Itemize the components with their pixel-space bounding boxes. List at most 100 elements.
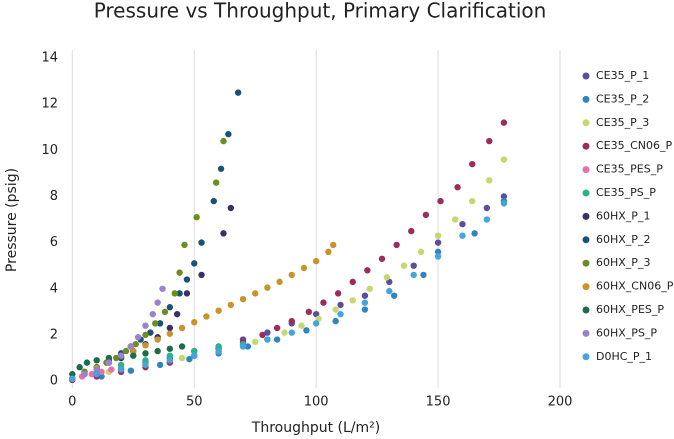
legend-label: CE35_PES_P <box>596 163 663 176</box>
point <box>117 366 125 373</box>
point <box>276 278 283 286</box>
legend-marker <box>582 212 590 220</box>
point <box>408 227 415 235</box>
point <box>469 160 476 168</box>
point <box>434 239 442 246</box>
x-tick-label: 150 <box>426 395 451 410</box>
point <box>434 248 442 256</box>
legend-label: CE35_P_3 <box>596 116 649 129</box>
point <box>483 204 491 212</box>
point <box>337 301 344 309</box>
point <box>76 364 83 371</box>
legend-label: 60HX_P_1 <box>596 209 650 222</box>
legend-marker <box>582 142 590 150</box>
point <box>361 306 369 313</box>
point <box>183 276 191 283</box>
legend-marker <box>582 119 590 127</box>
point <box>215 307 222 314</box>
point <box>154 336 161 343</box>
point <box>117 352 125 359</box>
point <box>191 319 198 326</box>
point <box>191 260 198 267</box>
point <box>132 340 139 348</box>
point <box>410 271 417 279</box>
point <box>122 347 130 355</box>
point <box>434 232 442 239</box>
point <box>422 211 430 219</box>
point <box>193 214 200 221</box>
point <box>471 230 478 237</box>
point <box>156 320 164 327</box>
point <box>366 285 374 292</box>
point <box>181 241 188 249</box>
legend-marker <box>582 236 590 244</box>
legend-label: 60HX_P_3 <box>596 256 650 269</box>
point <box>93 357 100 364</box>
point <box>500 193 508 200</box>
point <box>500 200 508 207</box>
point <box>312 320 320 327</box>
point <box>154 347 161 355</box>
point <box>127 343 135 350</box>
x-tick-label: 50 <box>186 395 203 410</box>
point <box>486 177 493 184</box>
legend-marker <box>582 189 590 197</box>
point <box>225 130 232 138</box>
point <box>454 184 461 191</box>
legend-marker <box>582 329 590 337</box>
point <box>378 255 386 262</box>
point <box>288 317 295 325</box>
point <box>437 197 444 205</box>
point <box>349 278 356 286</box>
point <box>98 368 105 376</box>
point <box>215 343 222 350</box>
point <box>149 310 156 318</box>
legend-label: D0HC_P_1 <box>596 350 652 363</box>
point <box>117 361 125 369</box>
point <box>178 354 186 362</box>
point <box>227 204 235 212</box>
point <box>273 336 281 343</box>
legend-label: CE35_P_1 <box>596 69 649 82</box>
legend-marker <box>582 353 590 361</box>
point <box>142 361 149 369</box>
point <box>500 156 508 163</box>
point <box>349 297 356 304</box>
y-tick-label: 10 <box>41 143 58 158</box>
point <box>147 329 154 336</box>
legend-label: CE35_PS_P <box>596 186 656 199</box>
point <box>191 347 198 355</box>
point <box>171 290 178 297</box>
point <box>330 241 337 249</box>
point <box>215 347 222 355</box>
point <box>166 324 174 332</box>
point <box>264 329 271 336</box>
point <box>239 295 247 303</box>
point <box>217 165 225 172</box>
point <box>500 119 508 126</box>
x-tick-label: 200 <box>548 395 573 410</box>
point <box>142 322 149 329</box>
point <box>142 350 149 357</box>
point <box>264 284 271 291</box>
point <box>166 345 174 352</box>
point <box>451 216 459 223</box>
point <box>154 299 161 306</box>
point <box>251 290 259 297</box>
point <box>191 352 198 359</box>
point <box>142 331 149 339</box>
point <box>93 370 100 378</box>
point <box>176 269 183 276</box>
point <box>212 179 220 186</box>
point <box>332 317 339 325</box>
point <box>183 290 191 297</box>
legend-marker <box>582 72 590 80</box>
point <box>176 290 183 297</box>
legend-marker <box>582 259 590 267</box>
point <box>198 271 205 279</box>
y-tick-label: 0 <box>50 374 58 389</box>
point <box>69 375 76 382</box>
legend-marker <box>582 283 590 291</box>
point <box>400 262 408 269</box>
x-axis-label: Throughput (L/m²) <box>251 420 380 436</box>
